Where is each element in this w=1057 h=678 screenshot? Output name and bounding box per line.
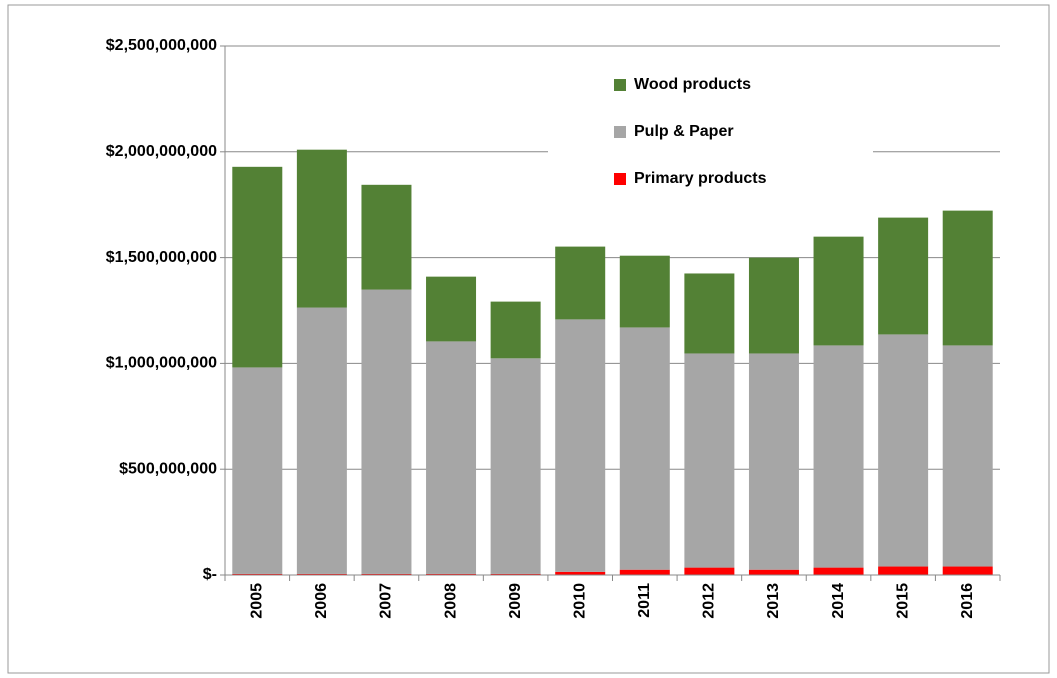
bar-segment [490,358,541,574]
bar-segment [813,567,864,575]
bar-segment [748,569,799,575]
bar-segment [813,345,864,568]
y-tick-label: $1,500,000,000 [106,249,217,266]
x-tick-label: 2011 [636,583,653,618]
x-tick-label: 2009 [507,583,524,619]
bar-segment [361,184,412,290]
bar-segment [619,569,670,575]
y-tick-label: $2,000,000,000 [106,143,217,160]
y-tick-label: $2,500,000,000 [106,37,217,54]
bar-segment [296,573,347,575]
bar-segment [296,307,347,574]
x-tick-label: 2010 [571,583,588,619]
x-tick-label: 2007 [378,583,395,619]
bar-segment [426,276,477,342]
bar-segment [426,573,477,575]
x-tick-label: 2016 [959,583,976,619]
bar-segment [232,573,283,575]
bar-segment [878,334,929,567]
bar-segment [684,567,735,575]
bar-segment [942,210,993,346]
legend-box [548,70,873,200]
bar-segment [361,289,412,574]
bar-segment [942,345,993,567]
x-tick-label: 2005 [249,583,266,619]
legend-swatch [614,79,626,91]
legend-swatch [614,126,626,138]
bar-segment [426,341,477,574]
bar-segment [813,236,864,346]
x-tick-label: 2008 [442,583,459,619]
y-tick-label: $500,000,000 [119,460,217,477]
bar-segment [490,301,541,359]
bar-segment [748,353,799,570]
bar-segment [555,246,606,320]
y-tick-label: $- [203,566,217,583]
bar-segment [361,573,412,575]
bar-segment [942,566,993,575]
x-tick-label: 2014 [830,583,847,619]
legend-swatch [614,173,626,185]
bar-segment [490,573,541,575]
bar-segment [878,217,929,335]
x-tick-label: 2012 [701,583,718,619]
bar-segment [748,257,799,354]
bar-segment [296,149,347,308]
legend-label: Primary products [634,170,767,187]
legend-label: Wood products [634,76,751,93]
bar-segment [555,319,606,572]
bar-segment [232,367,283,574]
bar-segment [878,566,929,575]
bar-segment [619,327,670,570]
bar-segment [232,166,283,368]
bar-segment [619,255,670,328]
x-tick-label: 2015 [894,583,911,619]
bar-segment [555,571,606,575]
bar-segment [684,273,735,354]
x-tick-label: 2006 [313,583,330,619]
legend-label: Pulp & Paper [634,123,734,140]
y-tick-label: $1,000,000,000 [106,355,217,372]
bar-segment [684,353,735,568]
x-tick-label: 2013 [765,583,782,619]
